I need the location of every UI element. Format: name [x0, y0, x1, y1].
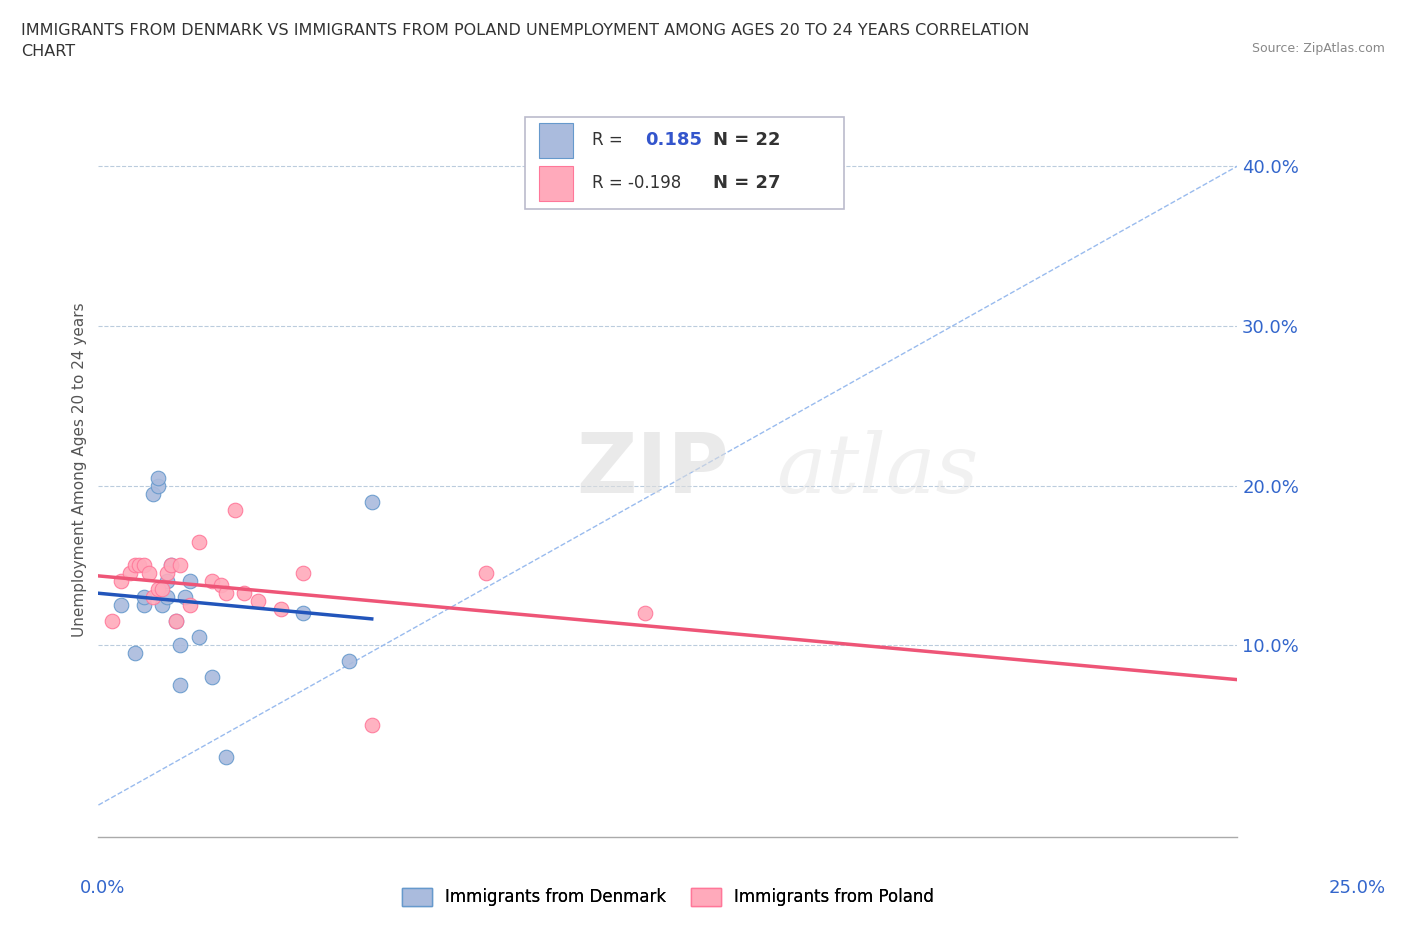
Point [142, 486, 165, 501]
Text: IMMIGRANTS FROM DENMARK VS IMMIGRANTS FROM POLAND UNEMPLOYMENT AMONG AGES 20 TO : IMMIGRANTS FROM DENMARK VS IMMIGRANTS FR… [21, 23, 1029, 38]
Point [146, 471, 169, 485]
Point [124, 646, 146, 661]
Point [292, 606, 315, 621]
Point [187, 534, 209, 549]
Point [132, 590, 155, 604]
Text: ZIP: ZIP [576, 429, 730, 511]
Point [150, 582, 173, 597]
Point [169, 678, 191, 693]
Point [165, 614, 187, 629]
Point [128, 558, 150, 573]
Point [132, 558, 155, 573]
Text: R =: R = [592, 131, 623, 149]
Text: 0.0%: 0.0% [80, 879, 125, 897]
Point [233, 585, 256, 600]
Point [169, 638, 191, 653]
Point [138, 566, 160, 581]
Point [101, 614, 124, 629]
Point [160, 558, 183, 573]
Point [156, 566, 179, 581]
Point [156, 574, 179, 589]
Point [215, 750, 238, 764]
Point [146, 478, 169, 493]
Point [179, 598, 201, 613]
Point [156, 590, 179, 604]
Point [215, 585, 238, 600]
Text: Source: ZipAtlas.com: Source: ZipAtlas.com [1251, 42, 1385, 55]
Point [474, 566, 496, 581]
Point [165, 614, 187, 629]
Point [169, 558, 191, 573]
FancyBboxPatch shape [538, 123, 574, 158]
Point [142, 590, 165, 604]
Text: 0.185: 0.185 [645, 131, 702, 149]
Point [292, 566, 315, 581]
Text: atlas: atlas [776, 430, 979, 510]
FancyBboxPatch shape [538, 166, 574, 202]
Point [124, 558, 146, 573]
Point [360, 718, 382, 733]
Point [360, 494, 382, 509]
Text: CHART: CHART [21, 44, 75, 59]
Point [160, 558, 183, 573]
Text: N = 22: N = 22 [713, 131, 780, 149]
Text: R = -0.198: R = -0.198 [592, 174, 681, 193]
Text: N = 27: N = 27 [713, 174, 780, 193]
Point [150, 598, 173, 613]
Point [337, 654, 360, 669]
FancyBboxPatch shape [526, 117, 845, 209]
Point [201, 574, 224, 589]
Point [246, 593, 269, 608]
Point [179, 574, 201, 589]
Point [132, 598, 155, 613]
Point [209, 578, 232, 592]
Point [120, 566, 142, 581]
Legend: Immigrants from Denmark, Immigrants from Poland: Immigrants from Denmark, Immigrants from… [395, 881, 941, 913]
Point [224, 502, 246, 517]
Point [187, 630, 209, 644]
Point [110, 598, 132, 613]
Point [634, 606, 657, 621]
Y-axis label: Unemployment Among Ages 20 to 24 years: Unemployment Among Ages 20 to 24 years [72, 302, 87, 637]
Point [201, 670, 224, 684]
Text: 25.0%: 25.0% [1329, 879, 1385, 897]
Point [174, 590, 197, 604]
Point [270, 601, 292, 616]
Point [146, 582, 169, 597]
Point [110, 574, 132, 589]
